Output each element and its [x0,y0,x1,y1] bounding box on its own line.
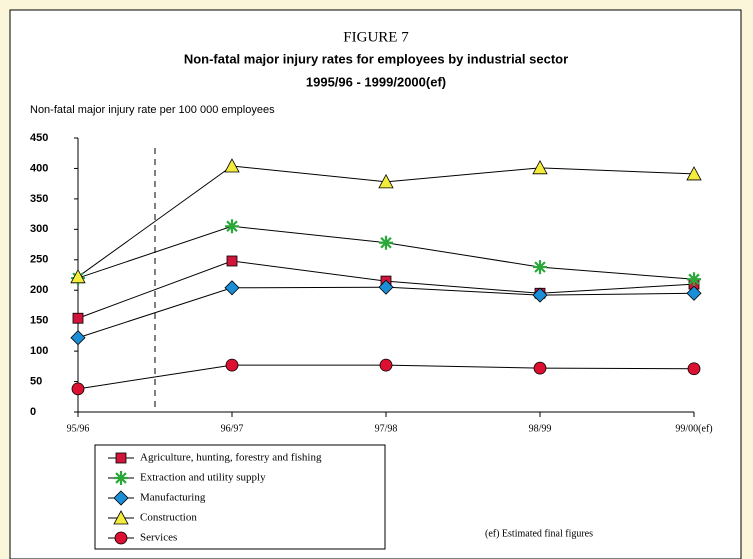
marker [686,166,702,181]
marker [71,382,85,396]
legend-label: Agriculture, hunting, forestry and fishi… [140,452,322,464]
marker [533,260,547,275]
y-tick-label: 0 [30,406,36,418]
y-axis-label: Non-fatal major injury rate per 100 000 … [30,104,275,116]
marker [687,272,701,287]
x-tick-label: 97/98 [375,423,398,434]
marker [379,358,393,372]
marker [224,280,240,296]
marker [533,361,547,375]
y-tick-label: 200 [30,284,48,296]
legend-label: Extraction and utility supply [140,472,266,484]
marker [70,268,86,284]
marker [532,159,548,175]
y-tick-label: 400 [30,162,48,174]
legend-box [94,444,386,550]
x-tick-label: 95/96 [67,423,90,434]
marker [72,312,84,324]
y-tick-label: 350 [30,193,48,205]
x-tick-label: 98/99 [529,423,552,434]
legend-label: Services [140,532,177,544]
marker [226,255,238,267]
marker [113,510,129,525]
marker [378,173,394,189]
y-tick-label: 100 [30,345,48,357]
marker [113,490,129,506]
marker [70,330,86,346]
y-tick-label: 50 [30,375,42,387]
chart-title: Non-fatal major injury rates for employe… [184,51,568,66]
marker [114,471,128,485]
y-tick-label: 450 [30,132,48,144]
x-tick-label: 96/97 [221,423,244,434]
marker [379,235,393,250]
marker [686,285,702,301]
marker [114,531,128,545]
marker [224,158,240,173]
note: (ef) Estimated final figures [485,528,593,539]
figure-label: FIGURE 7 [343,29,409,45]
y-tick-label: 300 [30,223,48,235]
y-tick-label: 250 [30,254,48,266]
marker [115,452,127,464]
legend-label: Manufacturing [140,492,206,504]
marker [378,279,394,295]
marker [532,287,548,303]
legend-label: Construction [140,512,197,524]
marker [687,362,701,376]
chart-subtitle: 1995/96 - 1999/2000(ef) [306,74,446,89]
marker [225,219,239,234]
marker [225,358,239,372]
y-tick-label: 150 [30,315,48,327]
x-tick-label: 99/00(ef) [675,423,712,434]
